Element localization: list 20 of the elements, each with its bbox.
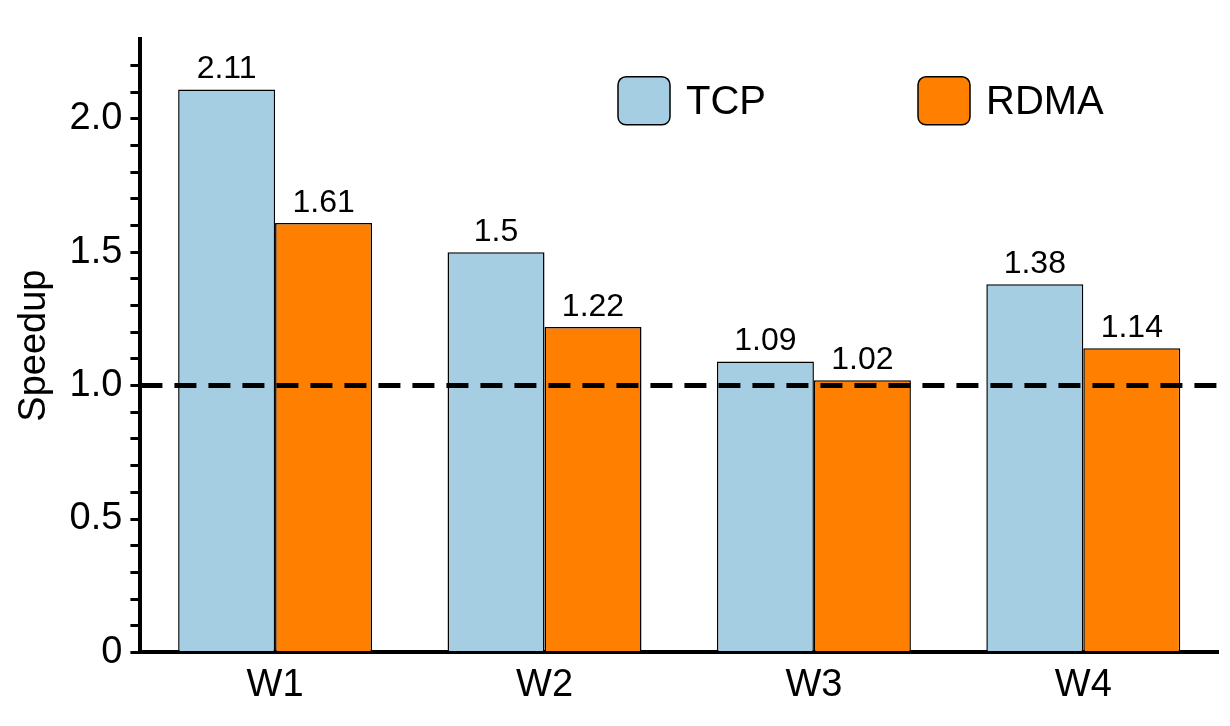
data-label: 1.22: [561, 286, 625, 323]
y-tick-label: 0.5: [69, 495, 123, 538]
y-tick-label: 1.5: [69, 228, 123, 271]
y-tick-label: 0: [101, 628, 123, 671]
x-tick-label: W4: [1054, 661, 1112, 704]
x-tick-label: W3: [785, 661, 843, 704]
legend-label: RDMA: [986, 77, 1105, 122]
legend-label: TCP: [686, 77, 766, 122]
data-label: 1.38: [1003, 244, 1066, 281]
y-axis-title: Speedup: [11, 269, 54, 422]
y-tick-label: 2.0: [69, 95, 123, 138]
data-label: 1.09: [734, 321, 797, 358]
data-label: 2.11: [196, 49, 257, 86]
x-tick-label: W1: [246, 661, 304, 704]
data-label: 1.14: [1100, 308, 1163, 345]
data-label: 1.5: [473, 212, 519, 249]
y-tick-label: 1.0: [69, 362, 123, 405]
data-label: 1.61: [292, 182, 355, 219]
x-tick-label: W2: [516, 661, 574, 704]
data-label: 1.02: [831, 340, 894, 377]
